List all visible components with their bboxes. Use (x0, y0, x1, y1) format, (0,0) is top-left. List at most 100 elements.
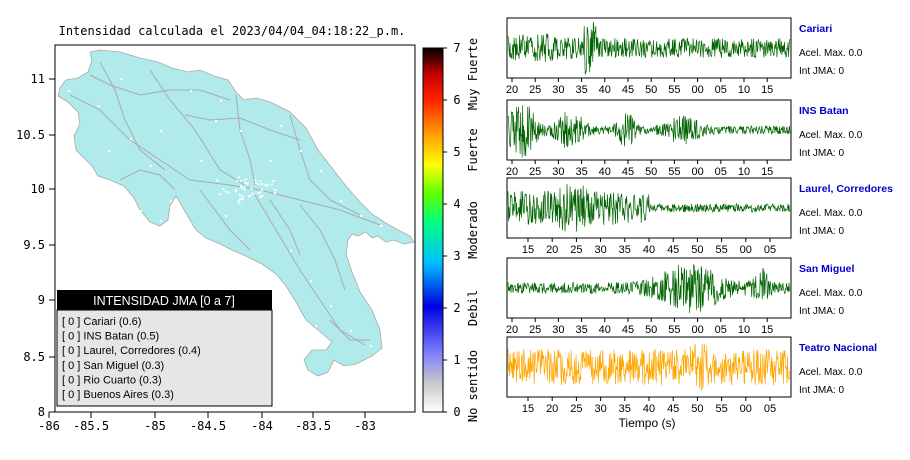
waveform-panels: 20 25 30 35 40 45 50 55 00 05 10 15 Cariari Acel. Max… (506, 17, 893, 415)
legend-item: [ 0 ] Buenos Aires (0.3) (62, 389, 174, 401)
time-tick-label: 50 (691, 403, 703, 415)
time-tick-label: 00 (740, 244, 752, 256)
time-tick-label: 15 (522, 403, 534, 415)
colorbar-category-label: Fuerte (466, 128, 480, 171)
waveform-trace (507, 183, 791, 232)
jma-intensity: Int JMA: 0 (799, 148, 844, 159)
time-tick-label: 25 (529, 84, 541, 96)
station-name: INS Batan (799, 105, 849, 117)
waveform-trace (507, 21, 791, 75)
time-tick-label: 00 (691, 166, 703, 178)
waveform-panel: 20 25 30 35 40 45 50 55 00 05 10 15 INS Batan Acel. M… (506, 99, 863, 178)
max-acceleration: Acel. Max. 0.0 (799, 48, 863, 59)
time-tick-label: 55 (715, 403, 727, 415)
colorbar-tick-label: 6 (453, 93, 460, 107)
time-tick-label: 25 (529, 324, 541, 336)
legend-item: [ 0 ] INS Batan (0.5) (62, 331, 159, 343)
time-tick-label: 25 (570, 403, 582, 415)
time-tick-label: 55 (715, 244, 727, 256)
time-tick-label: 10 (738, 324, 750, 336)
time-axis-label: Tiempo (s) (619, 416, 676, 430)
colorbar-tick-label: 7 (453, 41, 460, 55)
lat-tick-label: 8 (38, 405, 45, 419)
time-tick-label: 35 (575, 166, 587, 178)
waveform-panel: 20 25 30 35 40 45 50 55 00 05 10 15 Cariari Acel. Max… (506, 17, 863, 96)
time-tick-label: 40 (599, 166, 611, 178)
max-acceleration: Acel. Max. 0.0 (799, 288, 863, 299)
time-tick-label: 15 (761, 166, 773, 178)
max-acceleration: Acel. Max. 0.0 (799, 208, 863, 219)
time-tick-label: 00 (691, 84, 703, 96)
station-name: Laurel, Corredores (799, 183, 893, 195)
jma-intensity: Int JMA: 0 (799, 385, 844, 396)
legend-item: [ 0 ] Cariari (0.6) (62, 316, 141, 328)
time-tick-label: 15 (761, 84, 773, 96)
time-tick-label: 20 (546, 403, 558, 415)
time-tick-label: 35 (619, 244, 631, 256)
jma-intensity: Int JMA: 0 (799, 66, 844, 77)
station-name: Teatro Nacional (799, 342, 877, 354)
time-tick-label: 05 (715, 166, 727, 178)
waveform-trace (507, 343, 791, 392)
colorbar-tick-label: 5 (453, 145, 460, 159)
time-tick-label: 05 (715, 324, 727, 336)
costa-rica-land (57, 49, 415, 377)
time-tick-label: 25 (570, 244, 582, 256)
colorbar-tick-label: 2 (453, 301, 460, 315)
time-tick-label: 35 (575, 324, 587, 336)
time-tick-label: 30 (552, 324, 564, 336)
time-tick-label: 10 (738, 166, 750, 178)
colorbar-category-label: No sentido (466, 350, 480, 422)
colorbar-tick-label: 3 (453, 249, 460, 263)
waveform-panel: 20 25 30 35 40 45 50 55 00 05 10 15 San Miguel Acel. … (506, 257, 863, 336)
time-tick-label: 45 (622, 324, 634, 336)
colorbar-category-label: Debil (466, 290, 480, 326)
time-tick-label: 45 (667, 244, 679, 256)
time-tick-label: 50 (645, 324, 657, 336)
waveform-trace (507, 105, 791, 158)
colorbar-category-label: Moderado (466, 201, 480, 259)
time-tick-label: 55 (668, 324, 680, 336)
intensity-colorbar: 0 1 2 3 4 5 6 7 No sentido Debil Moderado Fuerte Mu… (422, 38, 480, 422)
station-name: San Miguel (799, 263, 855, 275)
jma-intensity: Int JMA: 0 (799, 226, 844, 237)
time-tick-label: 40 (599, 324, 611, 336)
max-acceleration: Acel. Max. 0.0 (799, 130, 863, 141)
lon-tick-label: -85 (144, 419, 166, 433)
lon-tick-label: -83.5 (295, 419, 331, 433)
colorbar-tick-label: 0 (453, 405, 460, 419)
time-tick-label: 55 (668, 84, 680, 96)
time-tick-label: 25 (529, 166, 541, 178)
time-tick-label: 45 (622, 84, 634, 96)
lon-tick-label: -84.5 (190, 419, 226, 433)
max-acceleration: Acel. Max. 0.0 (799, 367, 863, 378)
lat-tick-label: 10.5 (16, 128, 45, 142)
time-tick-label: 05 (764, 403, 776, 415)
jma-intensity: Int JMA: 0 (799, 306, 844, 317)
waveform-trace (507, 263, 791, 313)
time-tick-label: 40 (599, 84, 611, 96)
lat-tick-label: 9.5 (23, 238, 45, 252)
lon-tick-label: -83 (354, 419, 376, 433)
time-tick-label: 50 (645, 84, 657, 96)
time-tick-label: 30 (594, 403, 606, 415)
intensity-legend: INTENSIDAD JMA [0 a 7] [ 0 ] Cariari (0.… (56, 290, 273, 407)
time-tick-label: 40 (643, 244, 655, 256)
time-tick-label: 15 (761, 324, 773, 336)
time-tick-label: 15 (522, 244, 534, 256)
time-tick-label: 40 (643, 403, 655, 415)
lon-tick-label: -86 (38, 419, 60, 433)
legend-item: [ 0 ] Laurel, Corredores (0.4) (62, 345, 201, 357)
lon-tick-label: -85.5 (73, 419, 109, 433)
waveform-panel: 15 20 25 30 35 40 45 50 55 00 05 Laurel, Corredores… (506, 177, 893, 256)
lat-tick-label: 11 (31, 72, 45, 86)
time-tick-label: 45 (667, 403, 679, 415)
legend-title: INTENSIDAD JMA [0 a 7] (93, 294, 235, 308)
colorbar-category-label: Muy Fuerte (466, 38, 480, 110)
waveform-panel: 15 20 25 30 35 40 45 50 55 00 05 Teatro Nacional Ace… (506, 336, 877, 415)
colorbar-tick-label: 1 (453, 353, 460, 367)
time-tick-label: 30 (552, 166, 564, 178)
time-tick-label: 00 (691, 324, 703, 336)
colorbar-tick-label: 4 (453, 197, 460, 211)
station-name: Cariari (799, 23, 832, 35)
